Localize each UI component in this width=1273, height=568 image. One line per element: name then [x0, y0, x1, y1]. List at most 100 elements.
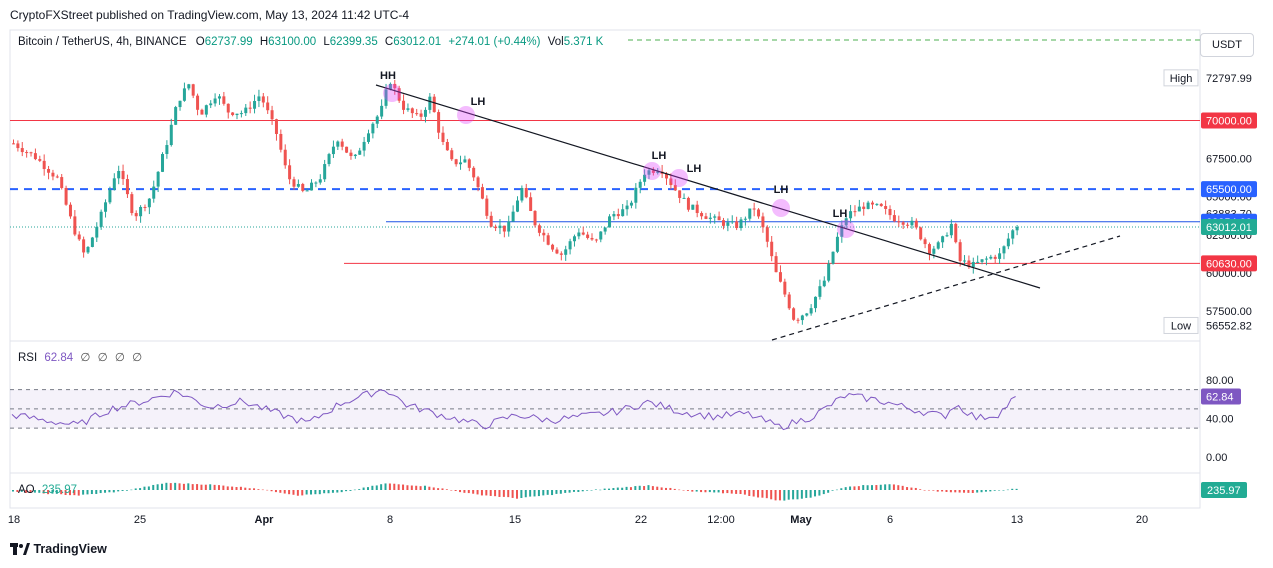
ao-bar [945, 490, 948, 492]
ao-bar [178, 483, 181, 490]
candle-bearish [494, 226, 498, 229]
candle-bearish [29, 152, 33, 154]
price-tag-bg [1201, 255, 1257, 272]
ao-bar [108, 490, 111, 493]
candle-bullish [818, 286, 822, 297]
pivot-marker [457, 106, 475, 124]
ao-bar [117, 490, 120, 492]
candle-bearish [879, 203, 883, 207]
pivot-label-lh: LH [833, 208, 848, 220]
candle-bullish [989, 256, 993, 259]
ao-bar [371, 485, 374, 490]
descending-trendline[interactable] [375, 84, 1041, 289]
ao-bar [165, 482, 168, 490]
candle-bearish [64, 187, 68, 205]
pivot-marker [837, 220, 855, 238]
ao-bar [923, 489, 926, 491]
candle-bullish [1006, 238, 1010, 247]
candle-bearish [55, 176, 59, 178]
ao-bar [310, 490, 313, 495]
candle-bearish [901, 222, 905, 225]
candle-bearish [954, 223, 958, 243]
candle-bullish [95, 226, 99, 238]
candle-bearish [134, 213, 138, 217]
rsi-extra-2: ∅ [97, 352, 108, 364]
ao-bar [906, 487, 909, 490]
ao-legend: AO 235.97 [18, 484, 77, 496]
ao-bar [467, 490, 470, 494]
legend-row: Bitcoin / TetherUS, 4h, BINANCE O62737.9… [18, 36, 603, 48]
candle-bullish [708, 217, 712, 219]
ao-bar [787, 490, 790, 500]
ao-bar [423, 485, 426, 490]
candle-bullish [520, 188, 524, 201]
ao-bar [323, 490, 326, 494]
candle-bearish [537, 225, 541, 233]
ao-bar [25, 490, 28, 493]
candle-bullish [625, 205, 629, 210]
ao-bar [936, 490, 939, 492]
ao-bar [288, 490, 291, 495]
candle-bullish [809, 308, 813, 314]
candle-bullish [608, 216, 612, 228]
candle-bearish [25, 152, 29, 154]
high-label: H [259, 36, 269, 48]
candle-bullish [971, 262, 975, 267]
ao-bar [643, 486, 646, 490]
candle-bullish [835, 236, 839, 252]
ao-bar [174, 482, 177, 490]
ao-bar [375, 485, 378, 490]
candle-bullish [831, 251, 835, 264]
candle-bullish [384, 89, 388, 106]
ascending-support-line[interactable] [771, 235, 1121, 341]
candle-bullish [910, 220, 914, 226]
price-tag-value: 56552.82 [1206, 320, 1252, 332]
ao-bar [182, 483, 185, 490]
vol-label: Vol [547, 36, 564, 48]
tradingview-footer[interactable]: TradingView [10, 542, 107, 558]
ao-title[interactable]: AO [18, 484, 35, 496]
candle-bullish [1015, 227, 1019, 231]
candle-bearish [231, 112, 235, 116]
ao-bar [752, 490, 755, 497]
candle-bullish [209, 103, 213, 106]
candle-bullish [984, 258, 988, 260]
ao-bar [520, 490, 523, 499]
ao-bar [870, 485, 873, 490]
ao-bar [217, 485, 220, 490]
x-tick-label: 22 [635, 514, 647, 526]
candle-bullish [147, 198, 151, 208]
ao-bar [314, 490, 317, 495]
candle-bearish [42, 160, 46, 170]
rsi-title[interactable]: RSI [18, 352, 38, 364]
price-tag-bg [1201, 303, 1257, 320]
symbol-title[interactable]: Bitcoin / TetherUS, 4h, BINANCE [18, 36, 187, 48]
ao-bar [691, 490, 694, 492]
ao-bar [143, 486, 146, 490]
price-tag-label: Low [1171, 320, 1191, 332]
candle-bullish [235, 113, 239, 116]
ao-bar [112, 490, 115, 493]
open-value: 62737.99 [204, 36, 253, 48]
currency-button[interactable]: USDT [1200, 33, 1254, 57]
candle-bearish [248, 107, 252, 109]
candle-bullish [643, 174, 647, 182]
candle-bearish [274, 119, 278, 134]
ao-bar [248, 488, 251, 490]
ao-bar [301, 490, 304, 496]
ao-bar [757, 490, 760, 498]
ao-bar [266, 489, 269, 491]
candle-bullish [323, 164, 327, 180]
candle-bearish [897, 221, 901, 223]
candle-bullish [213, 98, 217, 104]
ao-bar [397, 484, 400, 490]
ao-bar [941, 490, 944, 492]
ao-bar [568, 490, 571, 493]
candle-bearish [222, 96, 226, 104]
candle-bearish [765, 227, 769, 242]
ao-bar [90, 490, 93, 495]
candle-bullish [86, 246, 90, 253]
ao-bar [20, 490, 23, 492]
candle-bearish [673, 185, 677, 191]
